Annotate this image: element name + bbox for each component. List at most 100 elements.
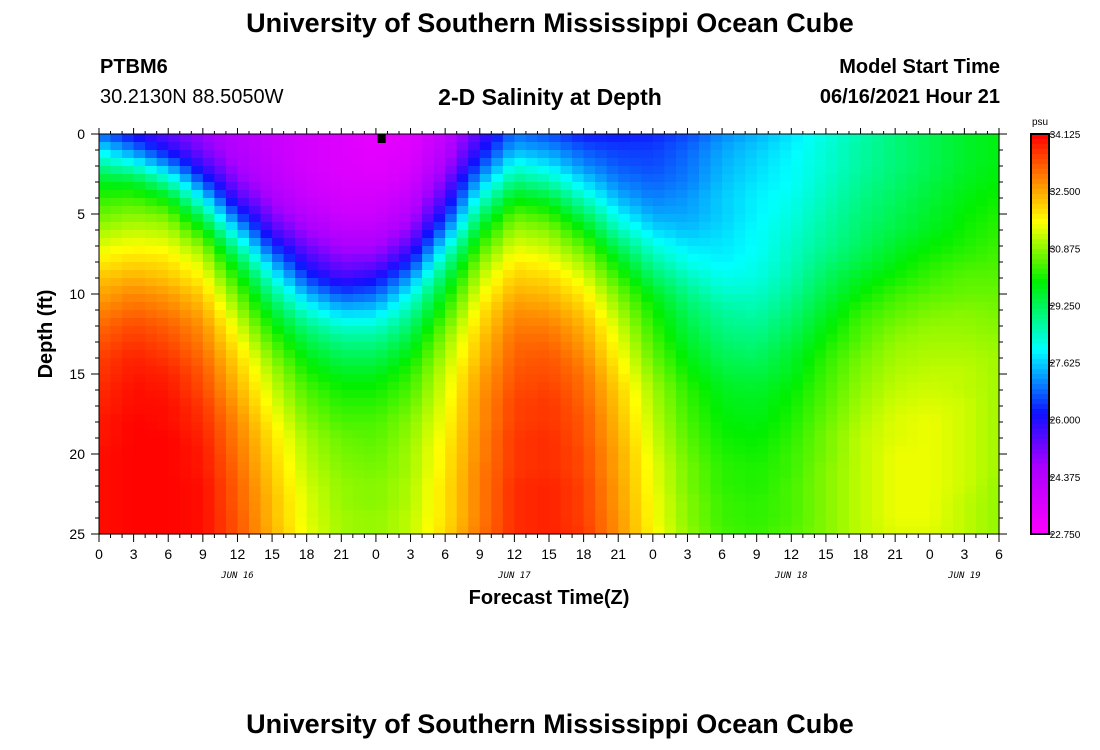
heatmap-cell [664, 238, 677, 247]
heatmap-cell [825, 526, 839, 535]
heatmap-cell [722, 406, 735, 415]
heatmap-cell [168, 174, 181, 183]
heatmap-cell [722, 350, 735, 359]
colorbar-segment [1031, 349, 1049, 355]
heatmap-cell [99, 478, 112, 487]
heatmap-cell [156, 374, 169, 383]
heatmap-cell [502, 350, 515, 359]
heatmap-cell [745, 142, 758, 151]
heatmap-cell [906, 262, 919, 271]
heatmap-cell [906, 518, 919, 527]
heatmap-cell [168, 254, 181, 263]
heatmap-cell [687, 502, 700, 511]
heatmap-cell [168, 382, 181, 391]
heatmap-cell [445, 262, 458, 271]
heatmap-cell [572, 334, 585, 343]
heatmap-cell [410, 286, 423, 295]
heatmap-cell [895, 350, 908, 359]
heatmap-cell [710, 230, 723, 239]
heatmap-cell [514, 134, 527, 143]
heatmap-cell [733, 302, 746, 311]
heatmap-cell [687, 142, 700, 151]
heatmap-cell [745, 374, 758, 383]
heatmap-cell [479, 246, 492, 255]
heatmap-cell [699, 262, 712, 271]
heatmap-cell [618, 310, 631, 319]
heatmap-cell [860, 326, 873, 335]
heatmap-cell [341, 318, 354, 327]
heatmap-cell [560, 470, 573, 479]
heatmap-cell [987, 190, 1000, 199]
heatmap-cell [629, 286, 642, 295]
heatmap-cell [133, 222, 146, 231]
heatmap-cell [791, 230, 804, 239]
heatmap-cell [237, 494, 250, 503]
heatmap-cell [964, 366, 977, 375]
heatmap-cell [283, 238, 296, 247]
heatmap-cell [952, 502, 965, 511]
heatmap-cell [906, 142, 919, 151]
heatmap-cell [468, 270, 481, 279]
heatmap-cell [860, 198, 873, 207]
heatmap-cell [479, 382, 492, 391]
heatmap-cell [941, 326, 954, 335]
heatmap-cell [283, 302, 296, 311]
heatmap-cell [825, 486, 839, 495]
heatmap-cell [295, 158, 308, 167]
heatmap-cell [883, 134, 896, 143]
heatmap-cell [445, 374, 458, 383]
heatmap-cell [618, 334, 631, 343]
heatmap-cell [941, 206, 954, 215]
heatmap-cell [629, 502, 642, 511]
heatmap-cell [306, 270, 319, 279]
heatmap-cell [329, 366, 342, 375]
heatmap-cell [860, 358, 873, 367]
heatmap-cell [422, 350, 435, 359]
heatmap-cell [479, 174, 492, 183]
heatmap-cell [214, 206, 227, 215]
heatmap-cell [929, 518, 942, 527]
heatmap-cell [641, 374, 654, 383]
heatmap-cell [618, 278, 631, 287]
heatmap-cell [329, 470, 342, 479]
heatmap-cell [202, 422, 215, 431]
heatmap-cell [675, 174, 689, 183]
heatmap-cell [629, 422, 642, 431]
heatmap-cell [675, 278, 689, 287]
heatmap-cell [179, 190, 192, 199]
heatmap-cell [502, 294, 515, 303]
heatmap-cell [849, 366, 862, 375]
heatmap-cell [860, 302, 873, 311]
heatmap-cell [445, 366, 458, 375]
heatmap-cell [975, 494, 989, 503]
heatmap-cell [883, 470, 896, 479]
heatmap-cell [652, 390, 665, 399]
heatmap-cell [629, 214, 642, 223]
heatmap-cell [133, 494, 146, 503]
heatmap-cell [468, 446, 481, 455]
heatmap-cell [156, 302, 169, 311]
heatmap-cell [733, 470, 746, 479]
heatmap-cell [272, 502, 285, 511]
heatmap-cell [837, 422, 850, 431]
heatmap-cell [952, 350, 965, 359]
heatmap-cell [929, 142, 942, 151]
colorbar-segment [1031, 419, 1049, 425]
heatmap-cell [664, 134, 677, 143]
heatmap-cell [433, 358, 446, 367]
heatmap-cell [629, 166, 642, 175]
heatmap-cell [814, 382, 827, 391]
heatmap-cell [306, 246, 319, 255]
heatmap-cell [710, 134, 723, 143]
heatmap-cell [433, 494, 446, 503]
heatmap-cell [214, 238, 227, 247]
heatmap-cell [422, 182, 435, 191]
heatmap-cell [849, 142, 862, 151]
heatmap-cell [272, 438, 285, 447]
heatmap-cell [733, 342, 746, 351]
heatmap-cell [306, 494, 319, 503]
heatmap-cell [145, 254, 158, 263]
heatmap-cell [468, 390, 481, 399]
heatmap-cell [179, 294, 192, 303]
heatmap-cell [225, 182, 239, 191]
